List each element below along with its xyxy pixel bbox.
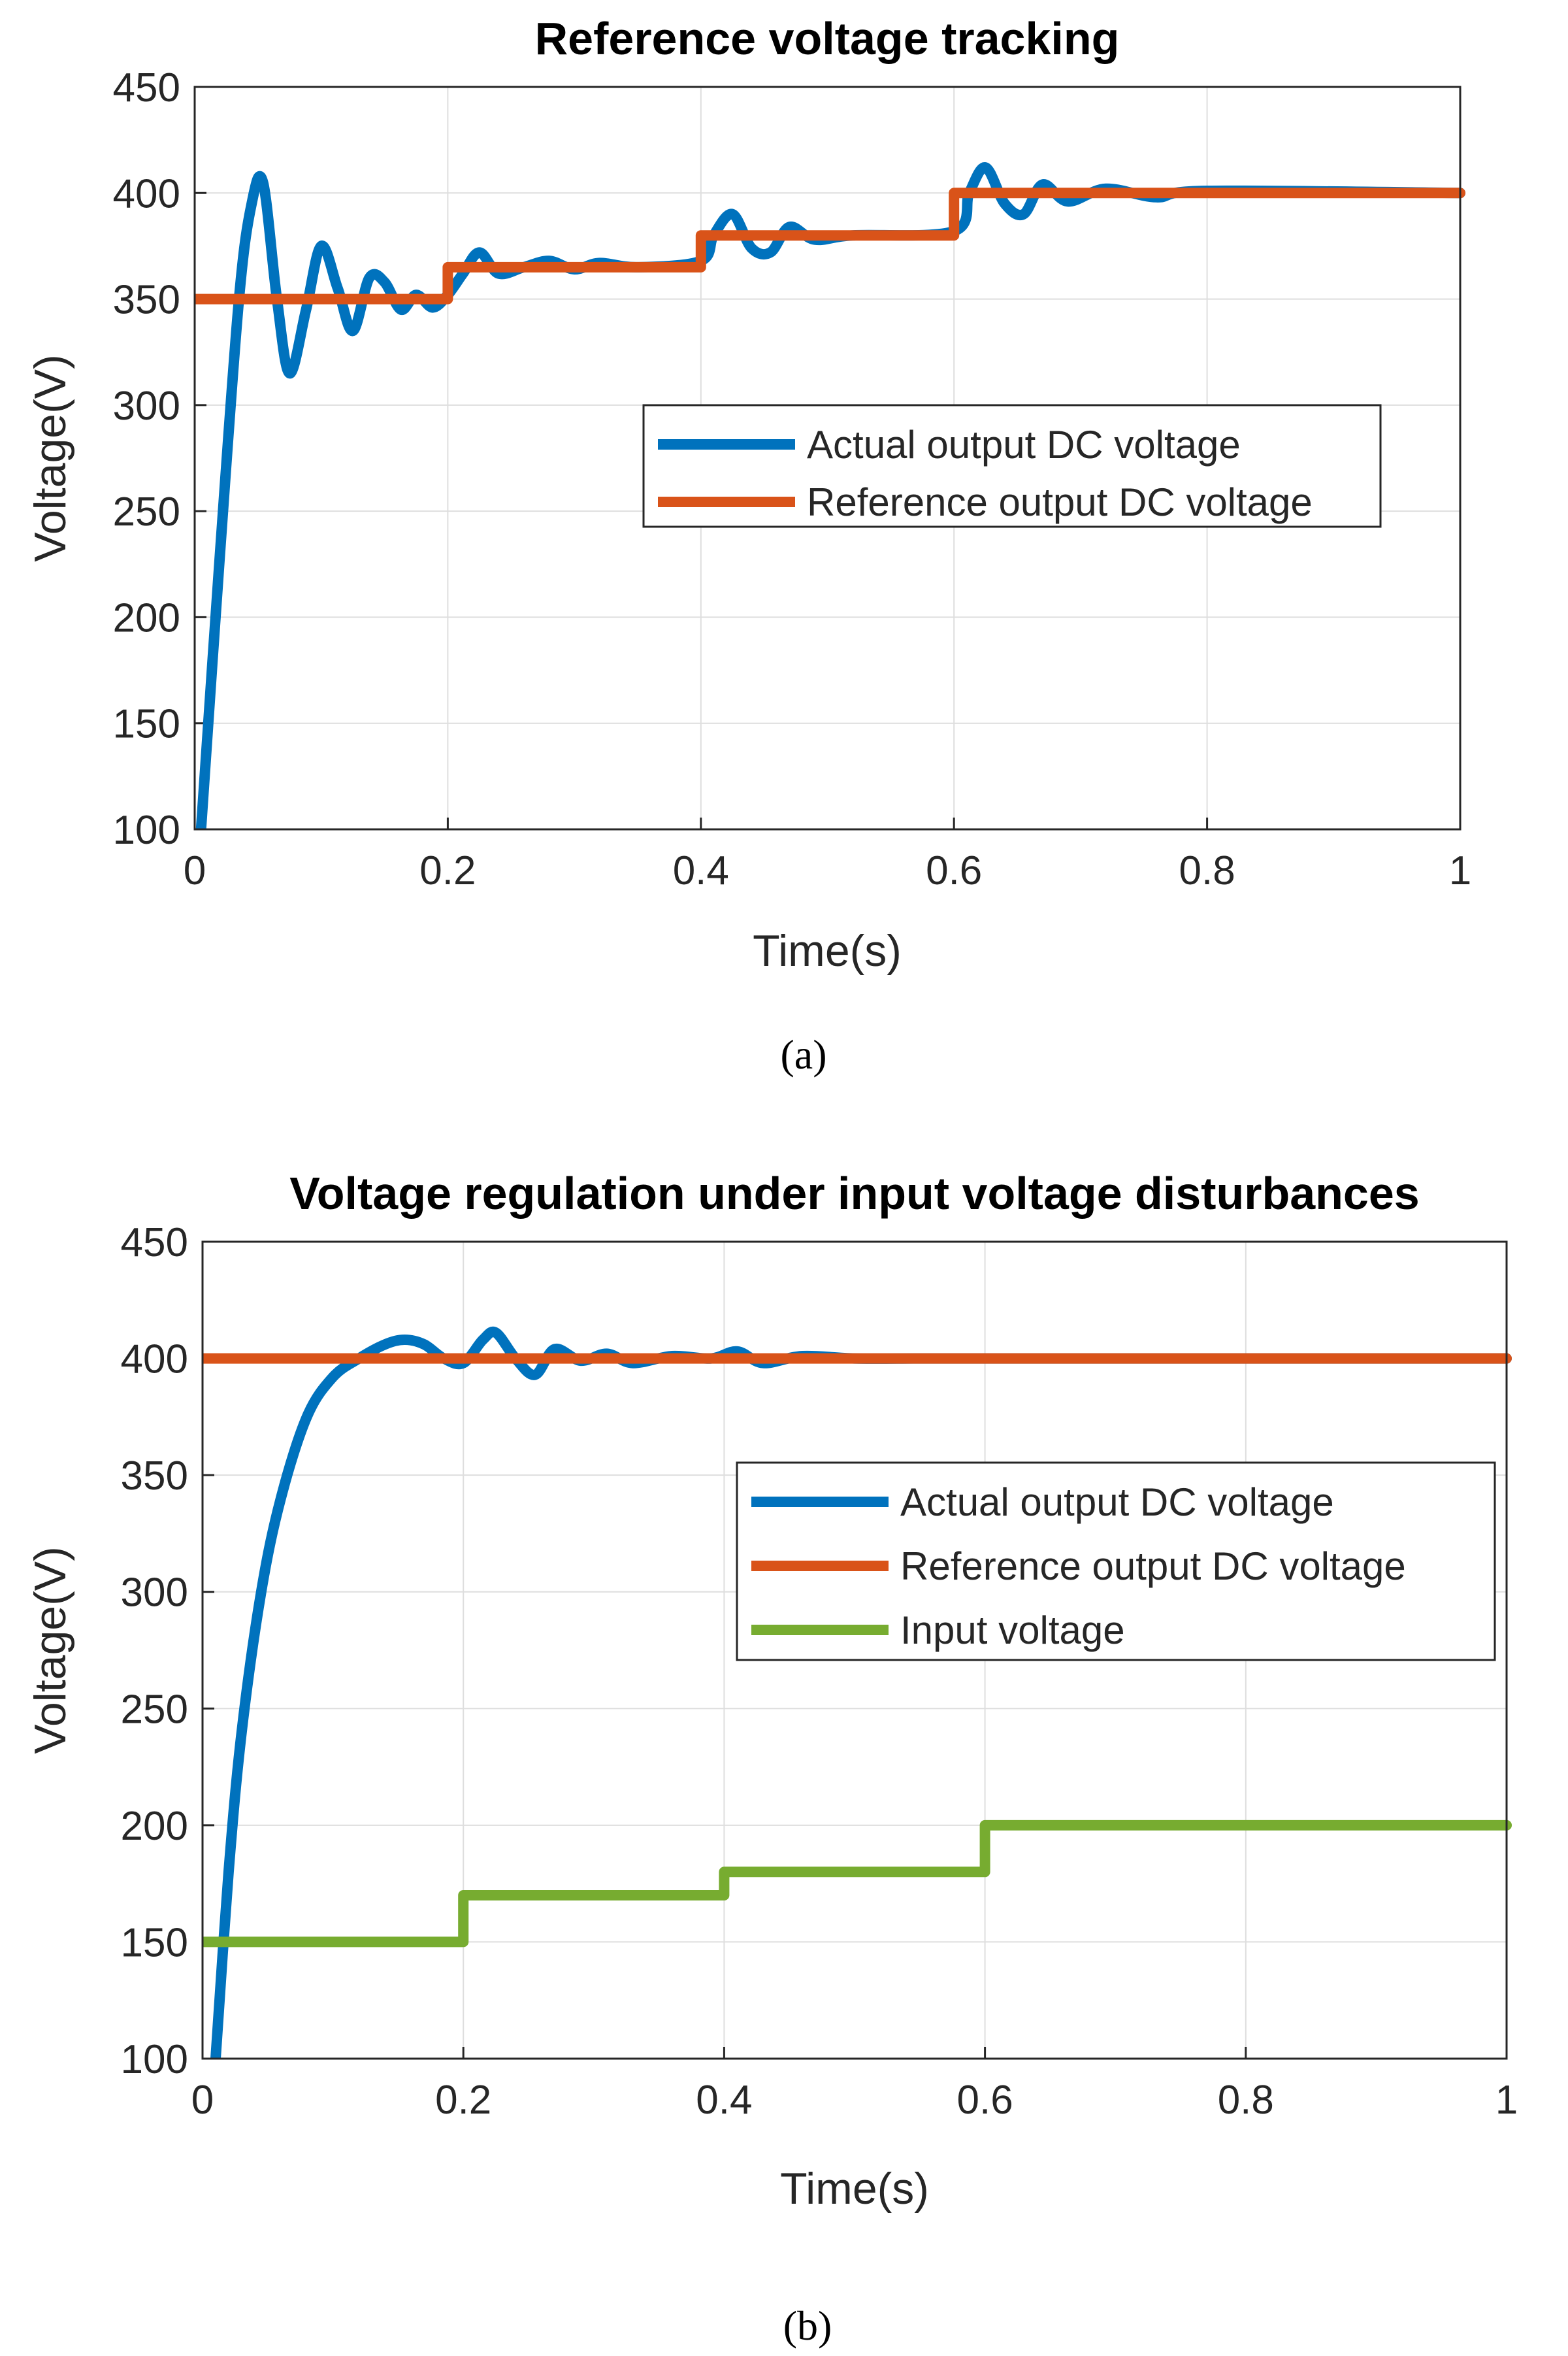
y-tick-label: 250 xyxy=(121,1687,188,1732)
y-tick-label: 150 xyxy=(121,1920,188,1965)
chart-title-b: Voltage regulation under input voltage d… xyxy=(289,1168,1419,1219)
panel-b: 0 0.2 0.4 0.6 0.8 1 100 150 200 250 300 350 400 450 V… xyxy=(25,1168,1518,2349)
series-line-reference-output-dc-voltage xyxy=(195,188,1465,305)
x-tick-label: 0.4 xyxy=(696,2078,752,2123)
x-tick-label: 1 xyxy=(1495,2078,1518,2123)
y-tick-label: 100 xyxy=(113,808,180,853)
legend-label: Actual output DC voltage xyxy=(900,1480,1334,1524)
x-tick-label: 0 xyxy=(184,848,206,893)
x-tick-label: 0.2 xyxy=(419,848,476,893)
series-group-b xyxy=(203,1326,1512,2059)
y-tick-label: 100 xyxy=(121,2037,188,2082)
legend-label: Reference output DC voltage xyxy=(900,1544,1406,1588)
x-tick-label: 0.8 xyxy=(1218,2078,1274,2123)
series-group-a xyxy=(195,162,1465,829)
caption-b: (b) xyxy=(783,2302,832,2349)
legend-b: Actual output DC voltage Reference output… xyxy=(736,1461,1496,1661)
x-tick-label: 0.2 xyxy=(435,2078,491,2123)
x-tick-label: 0.8 xyxy=(1179,848,1235,893)
y-tick-label: 300 xyxy=(113,384,180,429)
axes-frame xyxy=(201,1240,1508,2060)
legend-a: Actual output DC voltage Reference output… xyxy=(642,404,1382,528)
y-tick-label: 400 xyxy=(121,1337,188,1382)
tick-labels-a: 0 0.2 0.4 0.6 0.8 1 100 150 200 250 300 350 400 450 xyxy=(113,65,1472,893)
caption-a: (a) xyxy=(780,1031,826,1078)
x-axis-label-b: Time(s) xyxy=(780,2164,929,2214)
y-axis-label-a: Voltage(V) xyxy=(25,354,75,562)
y-axis-label-b: Voltage(V) xyxy=(25,1546,75,1754)
series-line-input-voltage xyxy=(203,1819,1512,1948)
panel-a: 0 0.2 0.4 0.6 0.8 1 100 150 200 250 300 350 400 450 R… xyxy=(25,13,1471,1078)
y-tick-label: 450 xyxy=(121,1220,188,1265)
legend-label: Actual output DC voltage xyxy=(807,423,1241,467)
y-tick-label: 450 xyxy=(113,65,180,110)
y-tick-label: 350 xyxy=(113,278,180,323)
y-tick-label: 200 xyxy=(121,1804,188,1849)
legend-label: Input voltage xyxy=(900,1608,1125,1652)
y-tick-label: 250 xyxy=(113,489,180,535)
x-tick-label: 0.4 xyxy=(673,848,729,893)
y-tick-label: 400 xyxy=(113,171,180,216)
y-tick-label: 150 xyxy=(113,702,180,747)
x-axis-label-a: Time(s) xyxy=(753,926,902,976)
x-tick-label: 0.6 xyxy=(926,848,982,893)
legend-label: Reference output DC voltage xyxy=(807,480,1313,524)
axes-frame xyxy=(193,86,1462,831)
y-tick-label: 350 xyxy=(121,1453,188,1499)
x-tick-label: 0 xyxy=(191,2078,214,2123)
chart-title-a: Reference voltage tracking xyxy=(535,13,1120,64)
x-tick-label: 0.6 xyxy=(956,2078,1013,2123)
y-tick-label: 200 xyxy=(113,595,180,640)
tick-labels-b: 0 0.2 0.4 0.6 0.8 1 100 150 200 250 300 350 400 450 xyxy=(121,1220,1518,2123)
x-tick-label: 1 xyxy=(1449,848,1471,893)
y-tick-label: 300 xyxy=(121,1570,188,1616)
